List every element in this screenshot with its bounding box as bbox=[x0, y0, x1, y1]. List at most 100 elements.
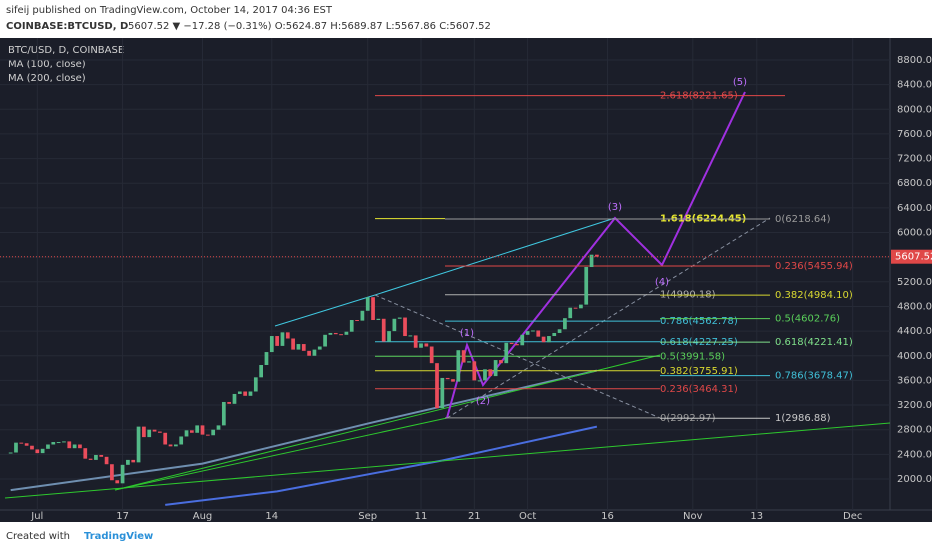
candle-body bbox=[78, 444, 82, 449]
candle-body bbox=[493, 360, 498, 377]
trend-green-mid bbox=[114, 354, 661, 491]
candle-body bbox=[477, 380, 482, 382]
candle-body bbox=[328, 332, 333, 335]
x-tick-label: 13 bbox=[750, 511, 763, 522]
candle-body bbox=[504, 342, 509, 364]
x-tick-label: Dec bbox=[843, 511, 862, 522]
candle-body bbox=[179, 436, 184, 445]
candle-body bbox=[488, 369, 493, 377]
fib-label: 0.5(4602.76) bbox=[775, 314, 840, 325]
candle-body bbox=[355, 320, 359, 322]
candle-body bbox=[483, 369, 487, 381]
x-tick-label: Aug bbox=[193, 511, 213, 522]
candle-body bbox=[424, 343, 429, 347]
candle-body bbox=[115, 480, 120, 484]
candle-body bbox=[323, 334, 327, 347]
y-tick-label: 2800.00 bbox=[897, 425, 932, 436]
candle-body bbox=[541, 336, 546, 343]
candle-body bbox=[83, 448, 88, 459]
candle-body bbox=[333, 332, 338, 335]
candle-body bbox=[126, 459, 130, 465]
y-tick-label: 6800.00 bbox=[897, 178, 932, 189]
candle-body bbox=[499, 360, 503, 364]
candle-body bbox=[243, 391, 248, 396]
candle-body bbox=[451, 379, 455, 382]
x-tick-label: 17 bbox=[116, 511, 129, 522]
y-tick-label: 8000.00 bbox=[897, 104, 932, 115]
wave-label: (2) bbox=[476, 396, 490, 407]
candle-body bbox=[24, 443, 29, 446]
candle-body bbox=[163, 432, 168, 445]
y-tick-label: 6000.00 bbox=[897, 228, 932, 239]
moving-averages bbox=[10, 369, 598, 506]
candle-body bbox=[67, 441, 72, 449]
candle-body bbox=[99, 454, 104, 457]
x-tick-label: 14 bbox=[265, 511, 278, 522]
trend-green-short bbox=[114, 417, 448, 491]
y-tick-label: 2000.00 bbox=[897, 474, 932, 485]
dashed-extension bbox=[446, 217, 771, 419]
candle-body bbox=[509, 342, 514, 345]
y-tick-label: 6400.00 bbox=[897, 203, 932, 214]
candle-body bbox=[168, 444, 173, 447]
candle-body bbox=[344, 331, 349, 335]
y-tick-label: 7200.00 bbox=[897, 154, 932, 165]
last-price-label: 5607.52 bbox=[895, 252, 932, 263]
candle-body bbox=[142, 426, 146, 438]
candle-body bbox=[547, 336, 551, 343]
candle-body bbox=[595, 254, 599, 257]
candle-body bbox=[40, 448, 45, 454]
candle-body bbox=[413, 335, 418, 348]
candle-body bbox=[579, 304, 583, 309]
candle-body bbox=[72, 444, 77, 449]
candle-body bbox=[227, 401, 232, 404]
candle-body bbox=[248, 391, 253, 396]
candle-body bbox=[349, 320, 354, 332]
x-tick-label: Oct bbox=[519, 511, 536, 522]
candle-body bbox=[275, 336, 279, 346]
wave-label: (1) bbox=[460, 328, 474, 339]
candle-body bbox=[403, 317, 407, 337]
y-tick-label: 7600.00 bbox=[897, 129, 932, 140]
last-price-tag bbox=[891, 249, 932, 264]
fib-label: 0.786(3678.47) bbox=[775, 371, 853, 382]
fib-label: 0.382(4984.10) bbox=[775, 290, 853, 301]
candle-body bbox=[195, 425, 200, 433]
candle-body bbox=[14, 442, 18, 453]
candle-body bbox=[525, 331, 530, 335]
y-tick-label: 3600.00 bbox=[897, 375, 932, 386]
candle-body bbox=[515, 344, 519, 346]
candle-body bbox=[30, 445, 34, 450]
quote: 5607.52 ▼ −17.28 (−0.31%) O:5624.87 H:56… bbox=[128, 21, 491, 32]
brand: TradingView bbox=[84, 531, 153, 542]
candle-body bbox=[573, 307, 578, 309]
candle-body bbox=[46, 444, 50, 449]
candle-body bbox=[456, 350, 461, 382]
candle-body bbox=[158, 431, 162, 433]
candle-body bbox=[56, 442, 61, 444]
symbol: COINBASE:BTCUSD, D bbox=[6, 21, 128, 32]
candle-body bbox=[371, 297, 375, 321]
x-tick-label: 11 bbox=[415, 511, 428, 522]
footer: Created with bbox=[6, 531, 70, 542]
candle-body bbox=[291, 338, 295, 350]
candle-body bbox=[445, 377, 450, 380]
candle-body bbox=[221, 401, 226, 426]
candle-body bbox=[253, 377, 258, 392]
candle-body bbox=[381, 318, 386, 342]
fib-label: 0.382(3755.91) bbox=[660, 366, 738, 377]
candle-body bbox=[259, 365, 264, 378]
candle-body bbox=[461, 350, 466, 363]
candle-body bbox=[88, 458, 93, 460]
candle-body bbox=[536, 330, 541, 337]
candle-body bbox=[301, 344, 306, 351]
wave-label: (5) bbox=[733, 77, 747, 88]
y-tick-label: 3200.00 bbox=[897, 400, 932, 411]
candle-body bbox=[94, 454, 98, 460]
ma-line bbox=[165, 425, 598, 506]
candle-body bbox=[317, 346, 322, 350]
candle-body bbox=[19, 442, 24, 444]
candle-body bbox=[264, 352, 269, 366]
candle-body bbox=[152, 429, 157, 432]
